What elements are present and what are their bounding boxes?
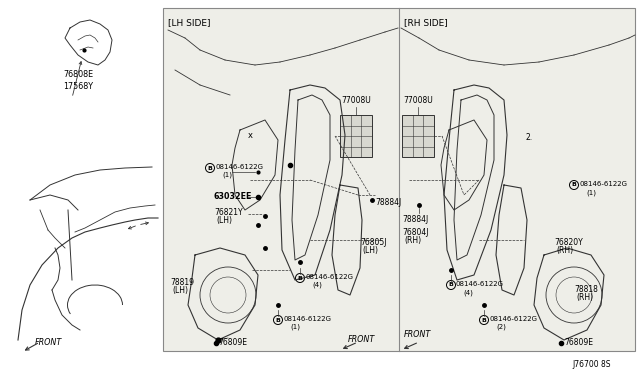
Text: FRONT: FRONT bbox=[348, 335, 375, 344]
Text: (RH): (RH) bbox=[404, 236, 421, 245]
Text: 78819: 78819 bbox=[170, 278, 194, 287]
Text: (RH): (RH) bbox=[556, 246, 573, 255]
Text: B: B bbox=[572, 183, 577, 187]
Text: 78818: 78818 bbox=[574, 285, 598, 294]
Text: (1): (1) bbox=[290, 324, 300, 330]
Text: 17568Y: 17568Y bbox=[63, 82, 93, 91]
Text: 76804J: 76804J bbox=[402, 228, 429, 237]
Text: (LH): (LH) bbox=[362, 246, 378, 255]
Text: 76808E: 76808E bbox=[63, 70, 93, 79]
Text: 08146-6122G: 08146-6122G bbox=[489, 316, 537, 322]
Text: [RH SIDE]: [RH SIDE] bbox=[404, 18, 448, 27]
Text: (4): (4) bbox=[312, 282, 322, 289]
Text: FRONT: FRONT bbox=[404, 330, 431, 339]
Text: 76809E: 76809E bbox=[564, 338, 593, 347]
Text: 08146-6122G: 08146-6122G bbox=[579, 181, 627, 187]
Text: 76820Y: 76820Y bbox=[554, 238, 583, 247]
Text: 63032EE: 63032EE bbox=[214, 192, 252, 201]
Text: 08146-6122G: 08146-6122G bbox=[215, 164, 263, 170]
Bar bbox=[402, 115, 434, 157]
Text: 78884J: 78884J bbox=[402, 215, 428, 224]
Text: 2.: 2. bbox=[525, 134, 532, 142]
Text: 77008U: 77008U bbox=[341, 96, 371, 105]
Text: 76809E: 76809E bbox=[218, 338, 247, 347]
Text: B: B bbox=[207, 166, 212, 170]
Text: B: B bbox=[298, 276, 303, 280]
Text: 76821Y: 76821Y bbox=[214, 208, 243, 217]
Bar bbox=[340, 115, 372, 157]
Text: (LH): (LH) bbox=[216, 216, 232, 225]
Text: J76700 8S: J76700 8S bbox=[572, 360, 611, 369]
Text: (LH): (LH) bbox=[172, 286, 188, 295]
Text: 08146-6122G: 08146-6122G bbox=[305, 274, 353, 280]
Bar bbox=[163, 8, 635, 351]
Text: (1): (1) bbox=[586, 189, 596, 196]
Text: B: B bbox=[276, 317, 280, 323]
Text: B: B bbox=[481, 317, 486, 323]
Text: (4): (4) bbox=[463, 289, 473, 295]
Text: (1): (1) bbox=[222, 172, 232, 179]
Text: x: x bbox=[248, 131, 253, 140]
Text: FRONT: FRONT bbox=[35, 338, 62, 347]
Text: (2): (2) bbox=[496, 324, 506, 330]
Text: B: B bbox=[449, 282, 453, 288]
Text: 78884J: 78884J bbox=[375, 198, 401, 207]
Text: (RH): (RH) bbox=[576, 293, 593, 302]
Text: 76805J: 76805J bbox=[360, 238, 387, 247]
Text: 08146-6122G: 08146-6122G bbox=[456, 281, 504, 287]
Text: [LH SIDE]: [LH SIDE] bbox=[168, 18, 211, 27]
Text: 77008U: 77008U bbox=[403, 96, 433, 105]
Text: 08146-6122G: 08146-6122G bbox=[283, 316, 331, 322]
